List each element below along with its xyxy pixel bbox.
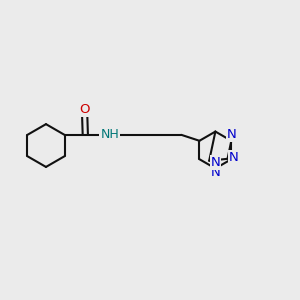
Text: NH: NH — [100, 128, 119, 141]
Text: N: N — [211, 156, 220, 169]
Text: N: N — [211, 167, 220, 179]
Text: N: N — [229, 151, 238, 164]
Text: N: N — [227, 128, 237, 141]
Text: O: O — [80, 103, 90, 116]
